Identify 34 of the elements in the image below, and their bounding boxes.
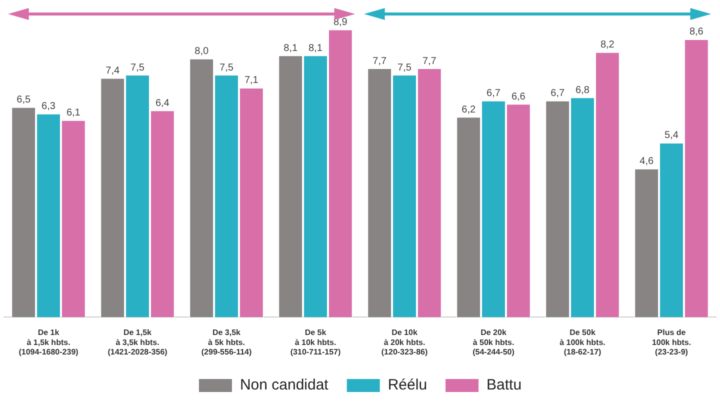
data-label: 6,5 [16,94,31,106]
data-label: 8,1 [308,42,323,54]
data-label: 8,1 [284,42,298,54]
x-tick-label: De 5k à 10k hbts. (310-711-157) [290,328,341,356]
legend-label: Non candidat [240,376,330,394]
data-label: 7,1 [244,75,259,86]
x-tick-label: De 20k à 50k hbts. (54-244-50) [472,328,515,356]
data-label: 6,8 [576,84,590,96]
data-label: 6,2 [462,104,476,116]
x-tick-label: De 10k à 20k hbts. (120-323-86) [381,328,428,356]
data-label: 8,6 [689,26,704,38]
data-label: 4,6 [640,156,654,168]
data-label: 5,4 [664,130,679,142]
x-tick-label: De 1,5k à 3,5k hbts. (1421-2028-356) [108,328,168,356]
legend-label: Réélu [388,376,428,394]
data-label: 6,7 [550,88,565,100]
data-label: 7,7 [422,56,437,67]
data-label: 7,5 [220,62,234,74]
data-label: 7,7 [372,56,387,67]
x-tick-label: De 3,5k à 5k hbts. (299-556-114) [201,328,252,356]
data-label: 8,2 [600,40,615,51]
data-label: 6,6 [511,91,526,102]
data-label: 7,4 [106,66,120,77]
x-tick-label: Plus de 100k hbts. (23-23-9) [652,328,692,356]
x-tick-label: De 1k à 1,5k hbts. (1094-1680-239) [18,328,79,356]
data-label: 6,3 [42,101,56,112]
data-label: 8,0 [194,46,209,58]
data-label: 6,7 [486,88,501,100]
data-label: 6,4 [155,98,170,109]
data-label: 7,5 [398,62,412,74]
legend-label: Battu [486,376,522,394]
x-tick-label: De 50k à 100k hbts. (18-62-17) [560,328,606,356]
data-label: 7,5 [130,62,145,74]
data-label: 6,1 [66,108,81,119]
